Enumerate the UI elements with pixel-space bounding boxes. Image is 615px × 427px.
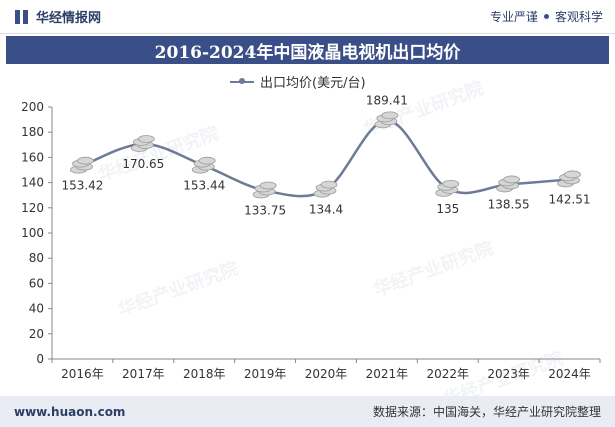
brand-name: 华经情报网 <box>36 11 102 26</box>
data-label: 189.41 <box>366 93 408 107</box>
y-tick-label: 140 <box>21 176 44 190</box>
data-point-marker <box>130 135 155 152</box>
data-point-marker <box>374 111 399 129</box>
x-tick-label: 2022年 <box>427 367 470 381</box>
data-point-marker <box>435 179 460 197</box>
tagline-right: 客观科学 <box>554 10 603 24</box>
y-tick-label: 40 <box>29 302 44 316</box>
data-point-marker <box>191 156 216 174</box>
y-tick-label: 180 <box>21 125 44 139</box>
x-tick-label: 2024年 <box>548 367 591 381</box>
x-tick-label: 2017年 <box>122 367 165 381</box>
y-tick-label: 200 <box>21 100 44 114</box>
legend-line-icon <box>230 77 254 84</box>
bullet-icon <box>543 14 549 19</box>
y-tick-label: 120 <box>21 201 44 215</box>
brand-logo-icon <box>14 9 30 25</box>
x-tick-label: 2020年 <box>305 367 348 381</box>
data-point-marker <box>70 156 94 174</box>
chart-legend: 出口均价(美元/台) <box>230 72 366 91</box>
data-label: 142.51 <box>549 192 591 206</box>
data-label: 135 <box>436 202 459 216</box>
data-label: 133.75 <box>244 203 286 217</box>
brand[interactable]: 华经情报网 <box>14 7 101 26</box>
x-tick-label: 2016年 <box>61 367 104 381</box>
y-tick-label: 60 <box>29 276 44 290</box>
line-chart: 0 20 40 60 80 100 120 140 160 180 200 2016年 2017年 201… <box>21 93 601 381</box>
chart-title: 2016-2024年中国液晶电视机出口均价 <box>6 36 609 64</box>
tagline-left: 专业严谨 <box>489 10 538 24</box>
y-tick-label: 80 <box>29 251 44 265</box>
data-label: 138.55 <box>488 197 530 211</box>
x-tick-label: 2021年 <box>366 367 409 381</box>
y-tick-label: 20 <box>29 327 44 341</box>
x-tick-label: 2019年 <box>244 367 287 381</box>
footer-source: 数据来源：中国海关，华经产业研究院整理 <box>372 405 601 419</box>
y-tick-label: 0 <box>36 352 44 366</box>
footer-url[interactable]: www.huaon.com <box>14 404 126 419</box>
top-bar: 华经情报网 专业严谨 客观科学 <box>0 0 615 34</box>
tagline: 专业严谨 客观科学 <box>490 8 603 25</box>
data-point-marker <box>496 175 521 193</box>
data-label: 170.65 <box>122 157 164 171</box>
x-tick-label: 2023年 <box>487 367 530 381</box>
data-point-marker <box>557 170 581 188</box>
data-label: 153.42 <box>61 179 103 193</box>
footer: www.huaon.com 数据来源：中国海关，华经产业研究院整理 <box>0 396 615 427</box>
legend-label: 出口均价(美元/台) <box>260 76 366 91</box>
data-point-marker <box>252 181 277 199</box>
data-label: 134.4 <box>309 203 343 217</box>
x-tick-label: 2018年 <box>183 367 226 381</box>
data-point-marker <box>313 180 338 198</box>
data-label: 153.44 <box>183 179 225 193</box>
y-tick-label: 100 <box>21 226 44 240</box>
y-tick-label: 160 <box>21 150 44 164</box>
